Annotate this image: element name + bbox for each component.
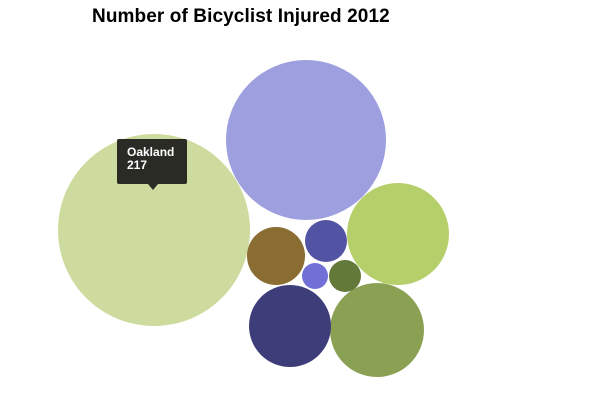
- tooltip-label: Oakland: [127, 145, 175, 159]
- tooltip-value: 217: [127, 158, 148, 172]
- chart-title: Number of Bicyclist Injured 2012: [92, 6, 390, 27]
- bubble-0[interactable]: [58, 134, 250, 326]
- bubble-tooltip: Oakland 217: [117, 139, 187, 190]
- bubble-2[interactable]: [330, 283, 424, 377]
- bubble-1[interactable]: [226, 60, 386, 220]
- bubble-8[interactable]: [302, 263, 328, 289]
- bubble-4[interactable]: [249, 285, 331, 367]
- bubble-3[interactable]: [347, 183, 449, 285]
- bubble-6[interactable]: [305, 220, 347, 262]
- bubble-5[interactable]: [247, 227, 305, 285]
- bubble-7[interactable]: [329, 260, 361, 292]
